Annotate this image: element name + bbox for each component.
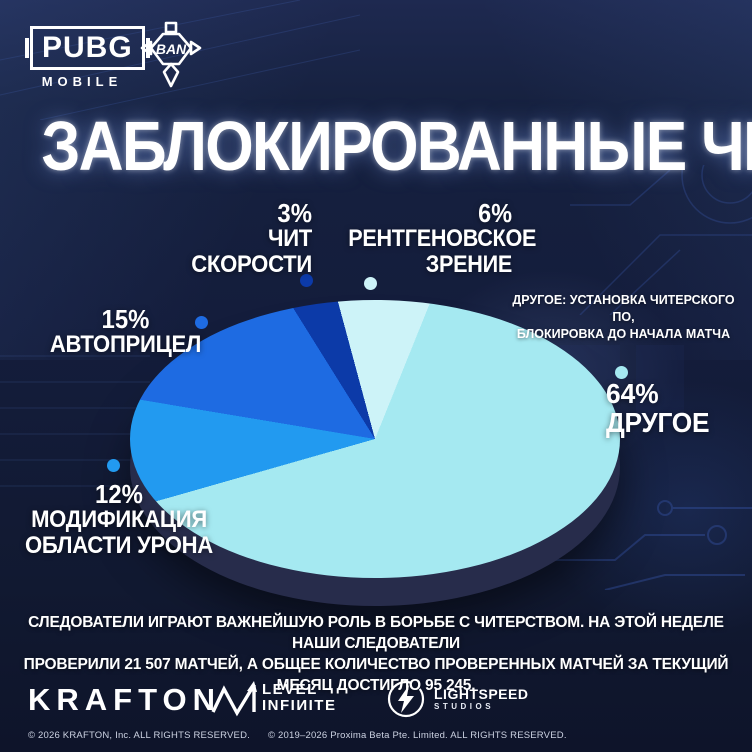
level-infinite-text-line1: LEVEL xyxy=(262,681,318,698)
pubg-mobile-logo: PUBG MOBILE xyxy=(25,26,150,89)
other-name: ДРУГОЕ xyxy=(606,407,710,438)
ban-badge-icon: BAN xyxy=(140,20,202,96)
leader-dot-speed-cheat xyxy=(300,274,313,287)
other-category-note: ДРУГОЕ: УСТАНОВКА ЧИТЕРСКОГО ПО, БЛОКИРО… xyxy=(502,291,745,342)
lightspeed-bolt-icon xyxy=(387,680,425,718)
lightspeed-text-line1: LIGHTSPEED xyxy=(434,686,529,702)
damage-mod-name-line2: ОБЛАСТИ УРОНА xyxy=(25,532,213,559)
krafton-logo: KRAFTON xyxy=(28,682,221,717)
pie-label-aimbot: 15% АВТОПРИЦЕЛ xyxy=(45,306,206,358)
background-panel-decoration xyxy=(636,345,684,425)
other-note-line1: ДРУГОЕ: УСТАНОВКА ЧИТЕРСКОГО ПО, xyxy=(512,292,735,324)
page-title: ЗАБЛОКИРОВАННЫЕ ЧИТЫ xyxy=(41,107,752,185)
copyright-proxima: © 2019–2026 Proxima Beta Pte. Limited. A… xyxy=(268,730,567,741)
grid-decoration xyxy=(0,0,360,120)
pie-top-face xyxy=(130,300,620,578)
investigators-summary: СЛЕДОВАТЕЛИ ИГРАЮТ ВАЖНЕЙШУЮ РОЛЬ В БОРЬ… xyxy=(4,612,748,696)
pie-label-damage-mod: 12% МОДИФИКАЦИЯ ОБЛАСТИ УРОНА xyxy=(21,481,218,559)
level-infinite-mark-icon xyxy=(211,681,257,717)
copyright-krafton: © 2026 KRAFTON, Inc. ALL RIGHTS RESERVED… xyxy=(28,730,250,741)
leader-dot-xray-vision xyxy=(364,277,377,290)
other-note-line2: БЛОКИРОВКА ДО НАЧАЛА МАТЧА xyxy=(516,326,731,341)
aimbot-percent: 15% xyxy=(101,304,150,334)
copyright-bar: © 2026 KRAFTON, Inc. ALL RIGHTS RESERVED… xyxy=(28,730,567,741)
circuit-arcs-decoration xyxy=(570,165,752,315)
lightspeed-studios-logo: LIGHTSPEED STUDIOS xyxy=(385,678,528,720)
aimbot-name: АВТОПРИЦЕЛ xyxy=(49,331,202,358)
leader-dot-damage-mod xyxy=(107,459,120,472)
damage-mod-percent: 12% xyxy=(95,479,143,509)
pie-chart xyxy=(130,300,620,606)
investigators-summary-line2: ПРОВЕРИЛИ 21 507 МАТЧЕЙ, А ОБЩЕЕ КОЛИЧЕС… xyxy=(23,656,729,694)
leader-dot-aimbot xyxy=(195,316,208,329)
pubg-logo-wordmark: PUBG xyxy=(25,26,150,70)
pie-label-xray-vision: 6% РЕНТГЕНОВСКОЕ ЗРЕНИЕ xyxy=(348,198,537,278)
lightspeed-text-line2: STUDIOS xyxy=(434,702,495,711)
circuit-lines-decoration xyxy=(545,500,752,590)
ban-badge-label: BAN xyxy=(156,41,187,57)
pie-label-speed-cheat: 3% ЧИТ СКОРОСТИ xyxy=(165,200,312,278)
xray-name-line1: РЕНТГЕНОВСКОЕ xyxy=(348,225,537,252)
leader-dot-other xyxy=(615,366,628,379)
background-stripes-decoration xyxy=(0,355,150,505)
xray-name-line2: ЗРЕНИЕ xyxy=(425,251,513,278)
xray-percent: 6% xyxy=(478,198,512,228)
other-percent: 64% xyxy=(606,378,659,409)
level-infinite-logo: LEVEL INFIИITE xyxy=(210,679,336,717)
investigators-summary-line1: СЛЕДОВАТЕЛИ ИГРАЮТ ВАЖНЕЙШУЮ РОЛЬ В БОРЬ… xyxy=(28,614,724,652)
speed-cheat-name-line2: СКОРОСТИ xyxy=(191,251,312,278)
pie-label-other: 64% ДРУГОЕ xyxy=(606,378,710,438)
pubg-logo-mobile-text: MOBILE xyxy=(41,74,123,89)
speed-cheat-name-line1: ЧИТ xyxy=(267,225,312,252)
damage-mod-name-line1: МОДИФИКАЦИЯ xyxy=(31,506,207,533)
speed-cheat-percent: 3% xyxy=(277,198,312,228)
level-infinite-text-line2: INFIИITE xyxy=(262,697,337,714)
